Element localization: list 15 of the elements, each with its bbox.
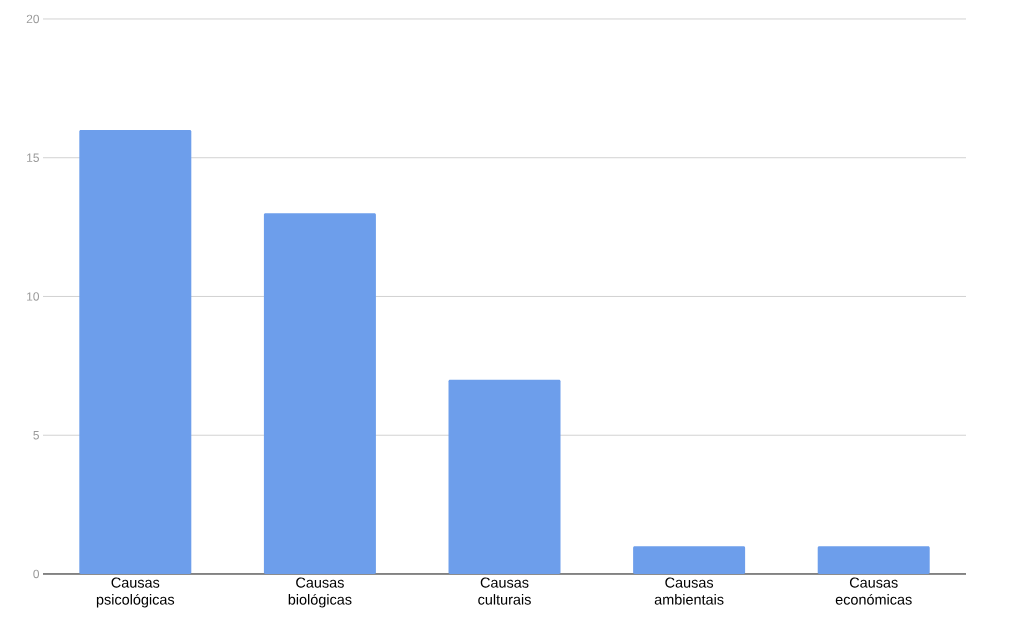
bar [817,546,930,574]
y-tick-label: 20 [26,14,40,24]
x-tick-label: Causas ambientais [654,577,724,605]
bar [263,213,376,574]
x-tick-label: Causas psicológicas [96,577,175,608]
y-tick-label: 5 [33,431,39,440]
x-tick-label: Causas biológicas [288,577,352,608]
y-tick-label: 15 [27,153,39,162]
x-tick-label: Causas culturais [478,577,531,605]
bar [448,379,561,574]
y-tick-label: 0 [33,569,40,579]
bar [633,546,746,574]
x-tick-label: Causas económicas [835,577,912,605]
y-tick-label: 10 [27,292,40,301]
bar [79,129,192,574]
